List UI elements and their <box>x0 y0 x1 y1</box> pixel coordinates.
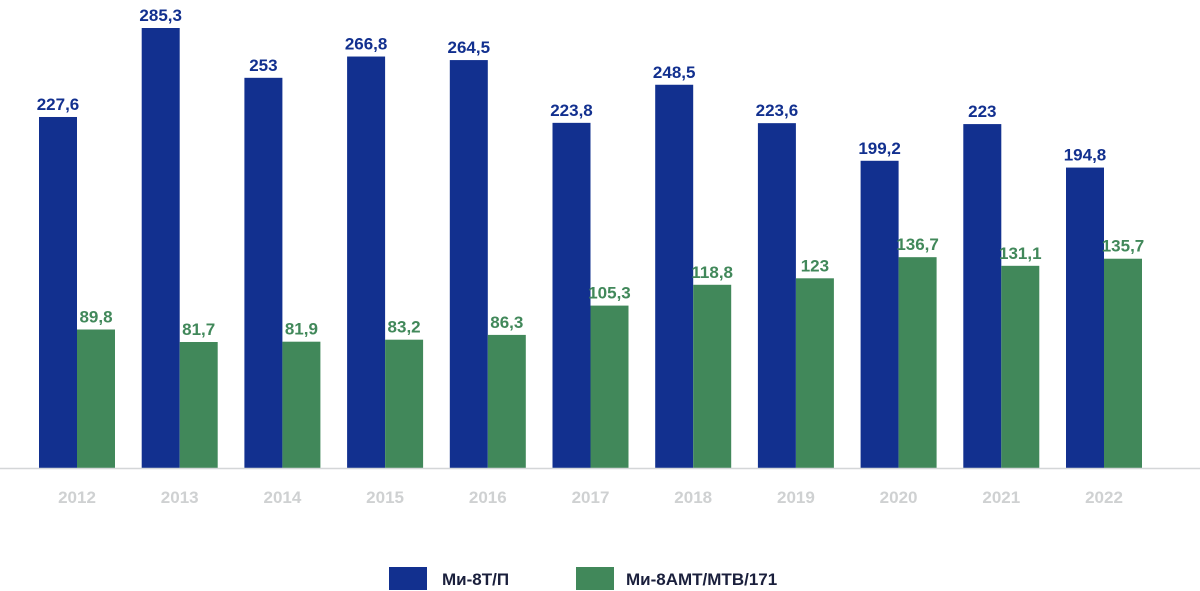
value-label-mi8tp-2018: 248,5 <box>653 63 696 82</box>
bar-mi8amt-2012 <box>77 329 115 468</box>
value-label-mi8amt-2021: 131,1 <box>999 244 1042 263</box>
value-label-mi8amt-2020: 136,7 <box>896 235 939 254</box>
value-label-mi8amt-2018: 118,8 <box>691 263 733 282</box>
bar-mi8amt-2013 <box>179 341 218 468</box>
bar-mi8amt-2020 <box>898 257 937 468</box>
bar-mi8amt-2016 <box>487 334 526 468</box>
bar-mi8tp-2021 <box>963 124 1002 469</box>
bar-mi8tp-2017 <box>552 122 591 468</box>
value-label-mi8tp-2014: 253 <box>249 56 277 75</box>
x-tick-label-2018: 2018 <box>674 488 712 507</box>
legend: Ми-8Т/П Ми-8АМТ/МТВ/171 <box>389 567 777 590</box>
value-label-mi8amt-2022: 135,7 <box>1102 237 1145 256</box>
value-label-mi8amt-2013: 81,7 <box>182 320 215 339</box>
bar-mi8tp-2020 <box>860 160 899 468</box>
legend-label-mi8amt: Ми-8АМТ/МТВ/171 <box>626 570 777 589</box>
x-tick-labels-layer: 2012 2013 2014 2015 2016 2017 2018 2019 2020 2021… <box>58 488 1123 507</box>
bar-mi8amt-2014 <box>282 341 321 468</box>
x-tick-label-2016: 2016 <box>469 488 507 507</box>
bar-mi8amt-2017 <box>590 305 629 468</box>
x-tick-label-2017: 2017 <box>572 488 610 507</box>
x-tick-label-2015: 2015 <box>366 488 404 507</box>
bar-mi8amt-2015 <box>385 339 424 468</box>
bar-mi8amt-2018 <box>693 284 732 468</box>
bar-mi8tp-2016 <box>449 60 488 468</box>
value-label-mi8tp-2020: 199,2 <box>858 139 901 158</box>
value-label-mi8amt-2015: 83,2 <box>388 318 421 337</box>
value-label-mi8amt-2014: 81,9 <box>285 320 318 339</box>
bar-mi8tp-2012 <box>39 116 77 468</box>
bar-mi8amt-2021 <box>1001 265 1040 468</box>
value-label-mi8tp-2015: 266,8 <box>345 35 388 54</box>
legend-label-mi8tp: Ми-8Т/П <box>442 570 509 589</box>
value-label-mi8tp-2021: 223 <box>968 102 996 121</box>
x-tick-label-2020: 2020 <box>880 488 918 507</box>
x-tick-label-2014: 2014 <box>263 488 301 507</box>
bar-mi8tp-2019 <box>757 123 796 468</box>
value-label-mi8tp-2012: 227,6 <box>37 95 80 114</box>
bar-mi8amt-2022 <box>1104 258 1142 468</box>
x-tick-label-2021: 2021 <box>982 488 1020 507</box>
value-labels-layer: 227,6 89,8 285,3 81,7 253 81,9 266,8 83,2 264,5 8… <box>37 6 1145 339</box>
bar-mi8tp-2014 <box>244 77 283 468</box>
value-label-mi8tp-2013: 285,3 <box>139 6 182 25</box>
value-label-mi8amt-2012: 89,8 <box>79 308 112 327</box>
x-tick-label-2012: 2012 <box>58 488 96 507</box>
bar-mi8tp-2013 <box>141 28 180 468</box>
value-label-mi8tp-2022: 194,8 <box>1064 146 1107 165</box>
value-label-mi8amt-2019: 123 <box>801 256 829 275</box>
value-label-mi8tp-2019: 223,6 <box>756 101 799 120</box>
x-tick-label-2013: 2013 <box>161 488 199 507</box>
bars-layer <box>39 28 1142 469</box>
value-label-mi8amt-2016: 86,3 <box>490 313 523 332</box>
bar-mi8tp-2018 <box>655 84 694 468</box>
bar-mi8tp-2015 <box>347 56 386 468</box>
bar-mi8tp-2022 <box>1066 167 1104 468</box>
legend-swatch-mi8tp <box>389 567 427 590</box>
legend-swatch-mi8amt <box>576 567 614 590</box>
value-label-mi8tp-2017: 223,8 <box>550 101 593 120</box>
value-label-mi8tp-2016: 264,5 <box>448 38 491 57</box>
x-tick-label-2022: 2022 <box>1085 488 1123 507</box>
x-tick-label-2019: 2019 <box>777 488 815 507</box>
value-label-mi8amt-2017: 105,3 <box>588 284 631 303</box>
bar-mi8amt-2019 <box>795 278 834 468</box>
